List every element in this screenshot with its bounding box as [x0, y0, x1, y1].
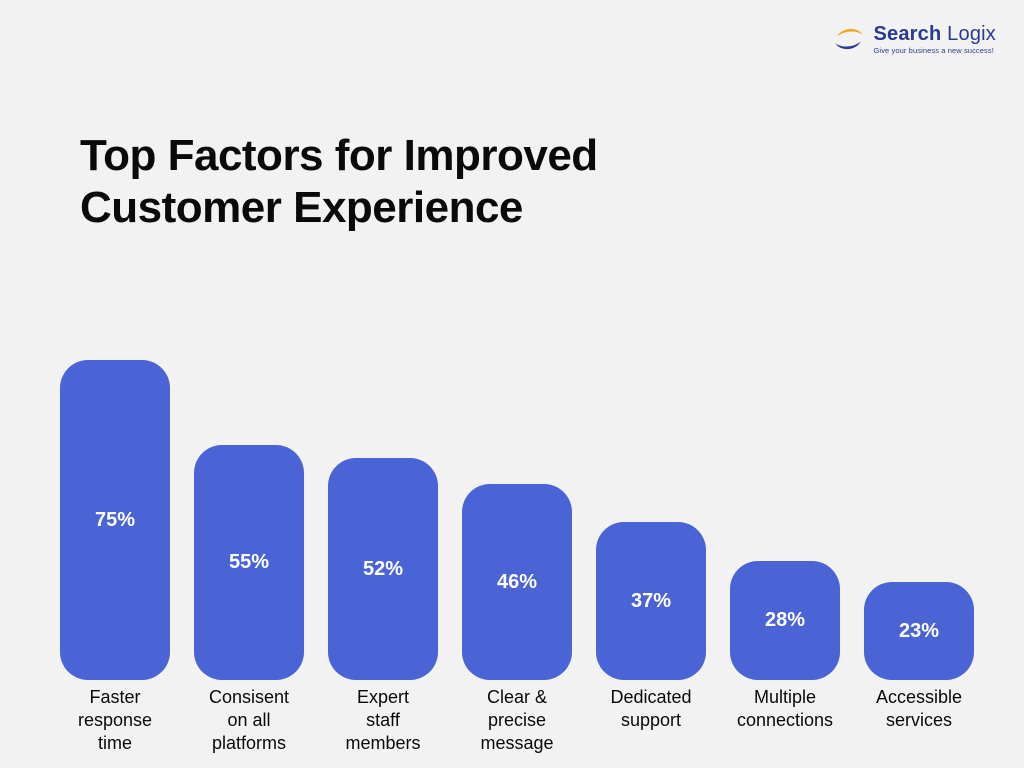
bar-label: Accessibleservices — [864, 686, 974, 756]
bar-column: 23% — [864, 582, 974, 680]
bar-value: 75% — [95, 509, 135, 532]
bar: 46% — [462, 484, 572, 680]
bar-value: 55% — [229, 551, 269, 574]
bar-label: Consisenton allplatforms — [194, 686, 304, 756]
bar-label: Fasterresponsetime — [60, 686, 170, 756]
bar-column: 55% — [194, 445, 304, 680]
bar-label: Clear &precisemessage — [462, 686, 572, 756]
bar-value: 52% — [363, 558, 403, 581]
bar-value: 46% — [497, 571, 537, 594]
bar: 28% — [730, 561, 840, 680]
bar-value: 23% — [899, 620, 939, 643]
brand-tagline: Give your business a new success! — [874, 47, 997, 55]
bar-column: 52% — [328, 458, 438, 680]
brand-name: Search Logix — [874, 24, 997, 44]
bar-value: 37% — [631, 590, 671, 613]
bar-column: 46% — [462, 484, 572, 680]
bar-column: 28% — [730, 561, 840, 680]
bar: 23% — [864, 582, 974, 680]
bar-column: 75% — [60, 360, 170, 680]
bar-label: Multipleconnections — [730, 686, 840, 756]
brand-text: Search Logix Give your business a new su… — [874, 24, 997, 55]
page-title: Top Factors for Improved Customer Experi… — [80, 130, 598, 234]
bar: 37% — [596, 522, 706, 680]
bar: 75% — [60, 360, 170, 680]
brand-swirl-icon — [832, 22, 866, 56]
brand-logo: Search Logix Give your business a new su… — [832, 22, 997, 56]
bar: 55% — [194, 445, 304, 680]
bar-label: Dedicatedsupport — [596, 686, 706, 756]
bar-column: 37% — [596, 522, 706, 680]
bar-label: Expertstaffmembers — [328, 686, 438, 756]
bar: 52% — [328, 458, 438, 680]
bar-chart-labels: Fasterresponsetime Consisenton allplatfor… — [60, 686, 974, 756]
bar-value: 28% — [765, 609, 805, 632]
bar-chart: 75% 55% 52% 46% 37% 28% 23% — [60, 360, 974, 680]
